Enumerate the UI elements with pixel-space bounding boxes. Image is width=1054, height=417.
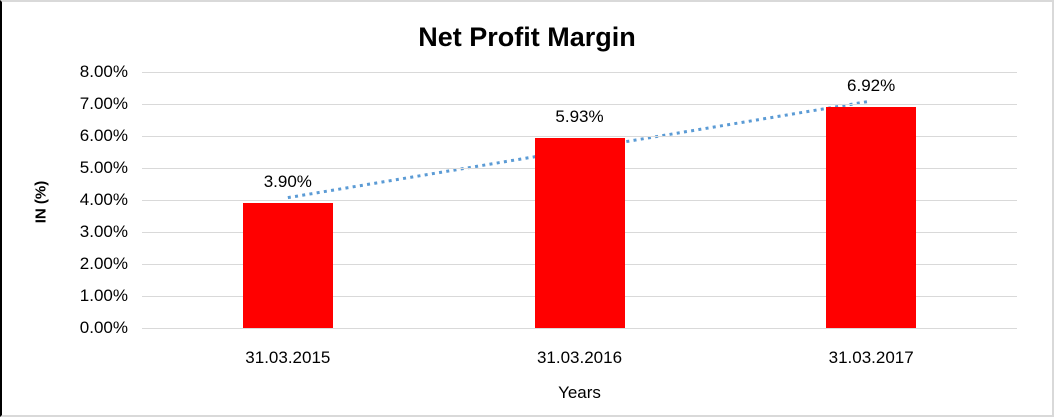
plot-area: 3.90% 5.93% 6.92% bbox=[142, 71, 1017, 329]
y-axis-ticks: 0.00% 1.00% 2.00% 3.00% 4.00% 5.00% 6.00% 7.00%… bbox=[2, 62, 128, 337]
y-tick-label: 3.00% bbox=[79, 222, 128, 241]
x-axis-title: Years bbox=[558, 383, 601, 402]
gridline bbox=[142, 327, 1017, 329]
bar bbox=[242, 203, 333, 328]
x-tick-label: 31.03.2015 bbox=[245, 348, 331, 367]
y-tick-label: 4.00% bbox=[79, 190, 128, 209]
bar-value-label: 3.90% bbox=[263, 172, 312, 192]
bar bbox=[534, 138, 625, 328]
gridline bbox=[142, 71, 1017, 73]
x-tick-label: 31.03.2017 bbox=[828, 348, 914, 367]
x-axis-ticks: 31.03.2015 31.03.2016 31.03.2017 bbox=[142, 348, 1017, 370]
y-tick-label: 6.00% bbox=[79, 126, 128, 145]
y-tick-label: 1.00% bbox=[79, 286, 128, 305]
gridline bbox=[142, 103, 1017, 105]
gridline bbox=[142, 135, 1017, 137]
x-tick-label: 31.03.2016 bbox=[536, 348, 623, 367]
y-tick-label: 5.00% bbox=[79, 158, 128, 177]
bar bbox=[826, 106, 917, 328]
y-tick-label: 2.00% bbox=[79, 254, 128, 273]
y-tick-label: 0.00% bbox=[79, 318, 128, 337]
y-tick-label: 8.00% bbox=[79, 62, 128, 81]
y-tick-label: 7.00% bbox=[79, 94, 128, 113]
chart-title: Net Profit Margin bbox=[418, 22, 636, 52]
bar-value-label: 5.93% bbox=[555, 107, 604, 127]
bar-value-label: 6.92% bbox=[847, 75, 896, 95]
